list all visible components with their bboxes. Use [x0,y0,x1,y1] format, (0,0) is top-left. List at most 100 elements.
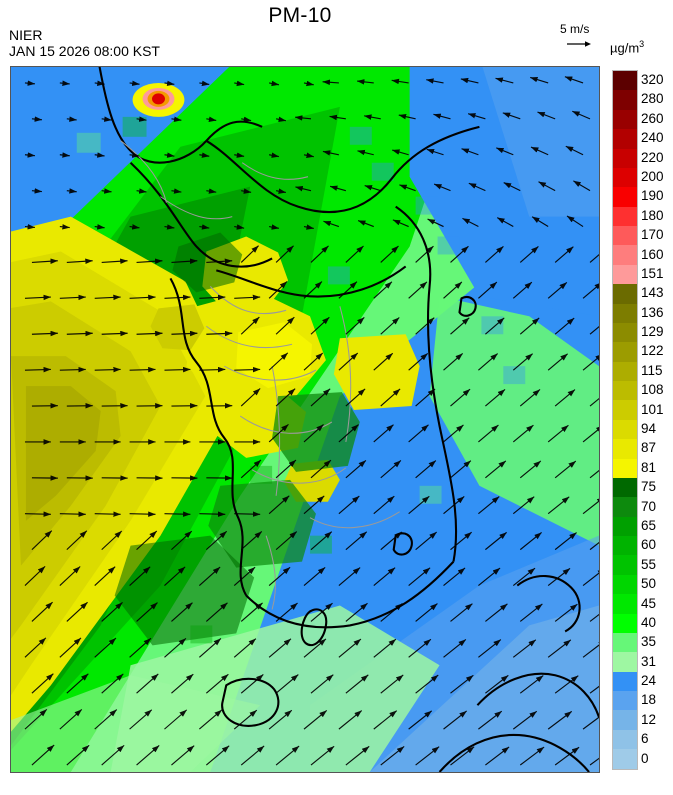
colorbar-band [613,303,637,323]
colorbar-band [613,264,637,285]
wind-arrow-icon [329,185,347,192]
colorbar-band [613,187,637,207]
wind-arrow-icon [408,567,431,586]
wind-arrow-icon [433,113,451,120]
wind-arrow-icon [547,567,571,586]
wind-arrow-icon [303,566,326,586]
wind-arrow-icon [408,710,433,730]
wind-vector-field [24,76,599,766]
colorbar-band [613,361,637,381]
colorbar-tick: 151 [641,265,664,281]
wind-arrow-icon [485,317,505,335]
wind-arrow-icon [415,603,438,622]
wind-arrow-icon [294,115,312,121]
wind-arrow-icon [269,80,280,87]
wind-arrow-icon [512,281,533,299]
coastline-borders [98,67,599,772]
wind-arrow-icon [94,709,118,730]
wind-arrow-icon [234,294,261,301]
colorbar-tick: 40 [641,614,657,630]
wind-arrow-icon [547,424,569,443]
wind-arrow-icon [380,245,399,263]
wind-arrow-icon [357,220,374,228]
colorbar-band [613,671,637,691]
wind-arrow-icon [554,317,575,335]
wind-arrow-icon [233,566,256,586]
wind-arrow-icon [310,674,334,694]
wind-arrow-icon [392,219,409,228]
wind-arrow-icon [512,567,536,586]
wind-arrow-icon [94,566,116,586]
wind-arrow-icon [364,185,381,192]
wind-arrow-icon [295,185,312,192]
wind-arrow-icon [531,216,549,228]
wind-arrow-icon [512,496,535,515]
wind-arrow-icon [443,281,463,299]
wind-arrow-icon [241,116,252,123]
wind-arrow-icon [129,511,156,517]
colorbar-band [613,71,637,91]
wind-arrow-icon [478,281,498,299]
wind-arrow-icon [485,674,509,694]
wind-arrow-icon [589,325,599,335]
wind-arrow-icon [199,511,226,517]
wind-arrow-icon [345,745,370,766]
wind-arrow-icon [512,639,537,658]
colorbar-tick: 200 [641,168,664,184]
wind-arrow-icon [101,744,125,766]
wind-arrow-icon [496,217,514,228]
wind-arrow-icon [31,744,55,766]
wind-arrow-icon [547,281,568,299]
wind-arrow-icon [94,294,121,301]
wind-arrow-icon [589,613,599,622]
map-canvas [11,67,599,772]
unit-value: µg/m [610,40,640,56]
wind-arrow-icon [485,245,504,263]
wind-arrow-icon [467,113,486,120]
wind-arrow-icon [589,397,599,407]
colorbar-band [613,381,637,401]
wind-arrow-icon [94,511,121,517]
wind-arrow-icon [66,673,89,694]
wind-arrow-icon [554,675,579,694]
wind-arrow-icon [171,188,182,194]
wind-arrow-icon [275,674,299,694]
wind-arrow-icon [234,152,245,158]
wind-arrow-icon [240,602,263,622]
wind-arrow-icon [415,388,436,407]
colorbar-band [613,555,637,575]
colorbar-tick-labels: 320 280 260 240 220 200 190 180 170 160 151 143 136 1… [641,70,673,776]
wind-arrow-icon [31,673,54,694]
wind-arrow-icon [303,352,324,371]
colorbar-band [613,322,637,343]
colorbar-band [613,129,637,149]
wind-arrow-icon [101,673,124,694]
colorbar-tick: 122 [641,343,664,359]
wind-arrow-icon [240,674,264,694]
wind-arrow-icon [554,746,580,766]
unit-label: µg/m3 [610,39,644,55]
wind-arrow-icon [233,638,257,658]
wind-arrow-icon [24,637,47,658]
colorbar-tick: 18 [641,692,657,708]
colorbar-band [613,206,637,226]
wind-arrow-icon [268,352,289,371]
colorbar-tick: 35 [641,634,657,650]
wind-arrow-icon [582,639,599,658]
colorbar-band [613,497,637,517]
wind-arrow-icon [234,366,261,373]
wind-arrow-icon [426,78,444,84]
agency-label: NIER [9,27,43,43]
colorbar-tick: 45 [641,595,657,611]
wind-arrow-icon [338,638,362,658]
wind-arrow-icon [59,637,82,658]
wind-arrow-icon [582,568,599,586]
colorbar-band [613,536,637,556]
wind-arrow-icon [373,567,396,586]
colorbar-tick: 115 [641,362,663,378]
wind-arrow-icon [198,638,222,658]
wind-arrow-icon [582,496,599,515]
colorbar-band [613,458,637,478]
colorbar-tick: 143 [641,285,664,301]
pm10-concentration-map[interactable] [10,66,600,773]
